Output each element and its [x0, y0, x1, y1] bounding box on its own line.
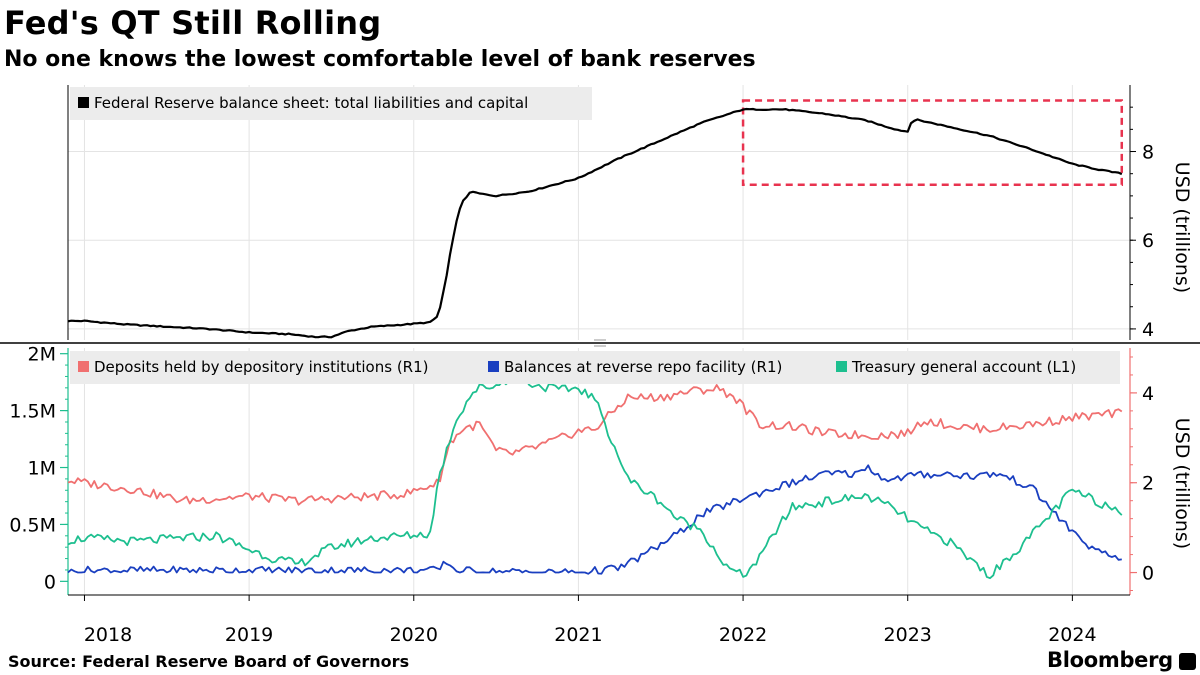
bottom-legend-background [70, 351, 1120, 384]
left-tick-label: 0.5M [9, 514, 56, 536]
left-tick-label: 0 [44, 571, 56, 593]
series-line-balances-at-reverse-repo-facility-r1 [67, 464, 1122, 575]
brand-logo: Bloomberg [1047, 648, 1173, 672]
bottom-panel: 0 0.5M 1M 1.5M 2M 0 2 4 2018 2019 2020 2021 2022 2023… [9, 344, 1193, 646]
top-tick-label: 4 [1142, 319, 1154, 341]
legend-swatch-balance-sheet [78, 97, 89, 108]
legend-label-deposits-held-by-depository-institutions-r1: Deposits held by depository institutions… [94, 358, 429, 376]
left-tick-label: 2M [28, 344, 56, 366]
left-tick-label: 1.5M [9, 401, 56, 423]
top-tick-label: 6 [1142, 230, 1154, 252]
legend-swatch-treasury-general-account-l1 [836, 361, 847, 372]
bottom-y-axis-label: USD (trillions) [1171, 418, 1193, 549]
brand-badge-icon [1179, 653, 1196, 670]
series-line-deposits-held-by-depository-institutions-r1 [67, 384, 1123, 506]
right-tick-label: 0 [1142, 563, 1154, 585]
top-y-axis-label: USD (trillions) [1171, 162, 1193, 293]
x-tick-label: 2021 [554, 624, 602, 646]
right-tick-label: 4 [1142, 383, 1154, 405]
legend-label-balances-at-reverse-repo-facility-r1: Balances at reverse repo facility (R1) [504, 358, 782, 376]
source-note: Source: Federal Reserve Board of Governo… [8, 652, 410, 671]
right-tick-label: 2 [1142, 473, 1154, 495]
legend-label-treasury-general-account-l1: Treasury general account (L1) [851, 358, 1076, 376]
legend-swatch-deposits-held-by-depository-institutions-r1 [78, 361, 89, 372]
top-legend-background [70, 87, 592, 120]
series-line-balance-sheet [67, 107, 1123, 339]
x-tick-label: 2024 [1048, 624, 1096, 646]
x-tick-label: 2023 [884, 624, 932, 646]
left-tick-label: 1M [28, 458, 56, 480]
legend-label-balance-sheet: Federal Reserve balance sheet: total lia… [94, 94, 528, 112]
top-tick-label: 8 [1142, 142, 1154, 164]
highlight-box [741, 99, 1124, 187]
legend-swatch-balances-at-reverse-repo-facility-r1 [488, 361, 499, 372]
chart-subtitle: No one knows the lowest comfortable leve… [4, 47, 756, 72]
x-tick-label: 2019 [225, 624, 273, 646]
top-panel: 4 6 8 USD (trillions) Federal Reserve balanc… [0, 85, 1200, 347]
x-tick-label: 2022 [719, 624, 767, 646]
chart-title: Fed's QT Still Rolling [4, 4, 382, 42]
x-tick-label: 2020 [390, 624, 438, 646]
x-tick-label: 2018 [84, 624, 132, 646]
series-line-treasury-general-account-l1 [67, 374, 1123, 580]
